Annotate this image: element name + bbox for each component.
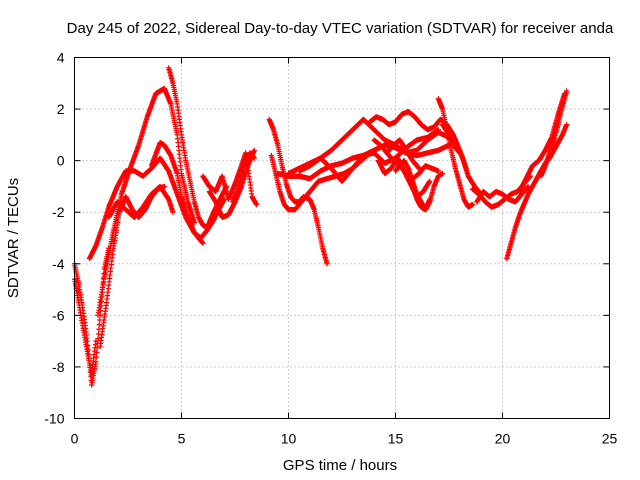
data-point	[170, 209, 176, 215]
x-tick-label: 0	[71, 431, 79, 447]
x-tick-label: 15	[388, 431, 404, 447]
data-point	[324, 261, 330, 267]
data-point	[251, 155, 257, 161]
x-tick-label: 10	[281, 431, 297, 447]
x-axis-label: GPS time / hours	[283, 457, 397, 474]
series-track-23	[435, 96, 476, 210]
x-tick-label: 25	[602, 431, 618, 447]
chart-title: Day 245 of 2022, Sidereal Day-to-day VTE…	[67, 20, 614, 37]
series-track-12	[266, 116, 330, 267]
x-tick-label: 5	[178, 431, 186, 447]
y-tick-label: 4	[57, 50, 65, 66]
y-tick-label: -10	[44, 411, 64, 427]
series-track-11	[230, 150, 257, 205]
y-tick-label: -6	[52, 307, 65, 323]
data-point	[251, 147, 257, 153]
data-point-interp	[96, 322, 102, 328]
grid	[74, 57, 610, 419]
y-axis-label: SDTVAR / TECUs	[5, 178, 22, 298]
data-point	[200, 240, 206, 246]
plot-frame	[74, 57, 610, 419]
x-tick-label: 20	[495, 431, 511, 447]
series-track-14	[275, 142, 452, 182]
y-tick-label: -8	[52, 359, 65, 375]
y-tick-label: -4	[52, 256, 65, 272]
series-track-8	[148, 139, 227, 241]
y-tick-label: 2	[57, 101, 65, 117]
data-point	[253, 201, 259, 208]
data-point	[93, 338, 99, 344]
series-track-7	[166, 65, 230, 231]
series-track-4	[95, 85, 197, 318]
series-track-6	[106, 183, 176, 220]
y-tick-label: -2	[52, 204, 65, 220]
series-track-2	[71, 276, 99, 378]
y-tick-label: 0	[57, 153, 65, 169]
data-points	[71, 65, 570, 388]
data-point-interp	[95, 331, 102, 337]
